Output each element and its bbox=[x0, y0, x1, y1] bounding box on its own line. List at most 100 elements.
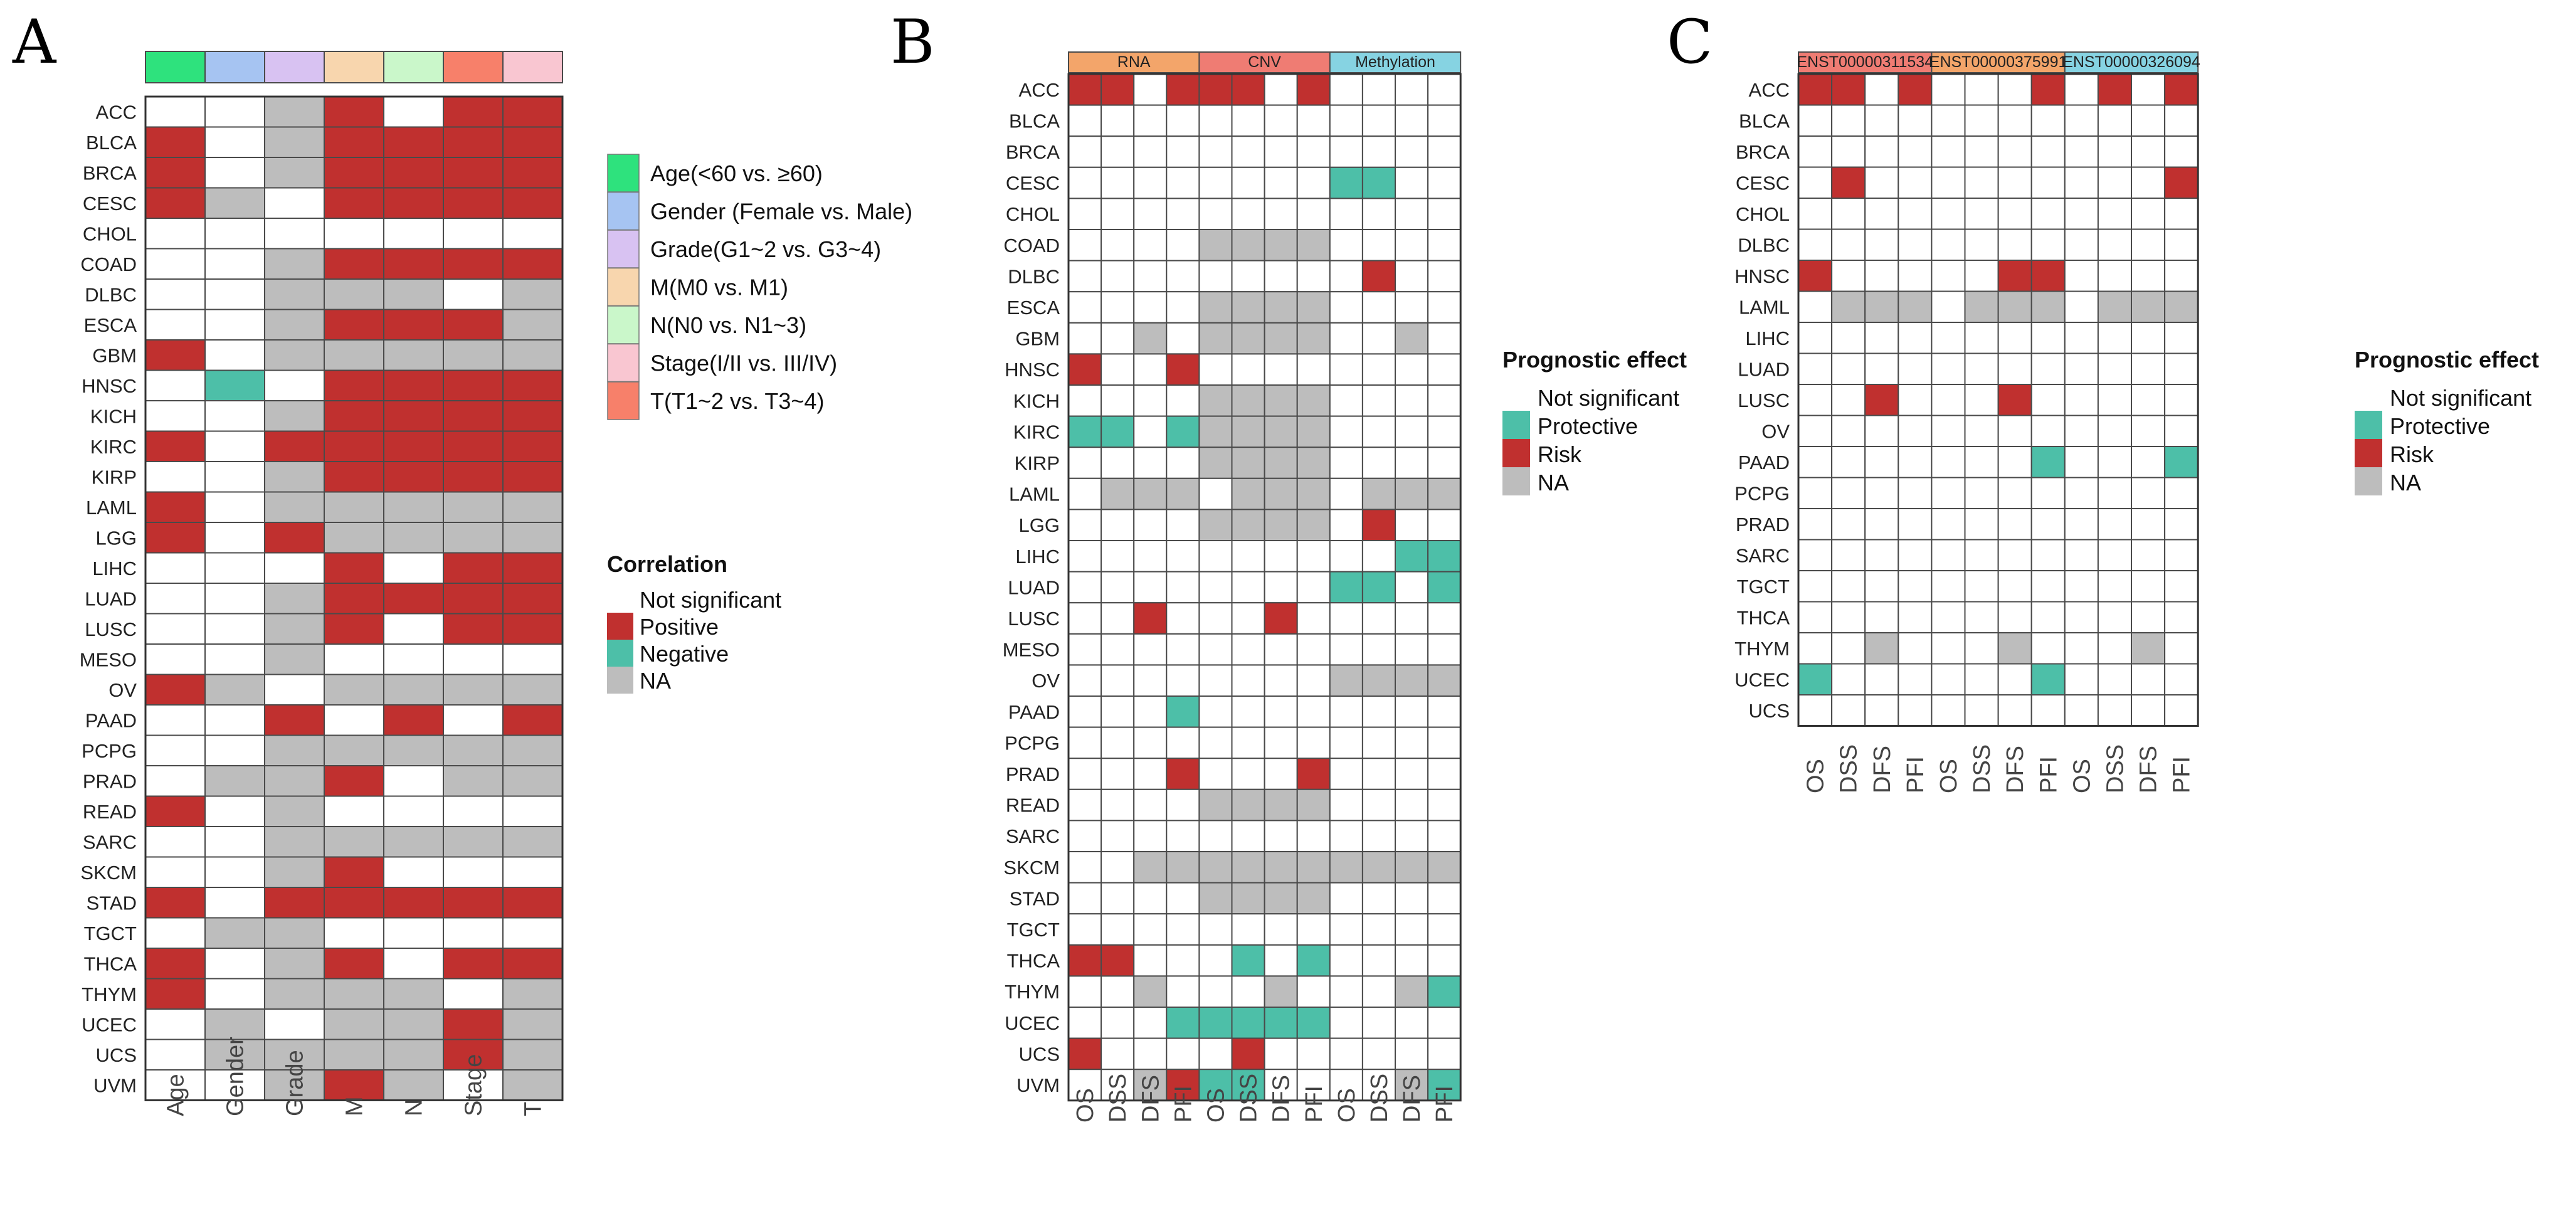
heatmap-cell bbox=[1231, 540, 1265, 573]
heatmap-cell bbox=[502, 126, 563, 158]
heatmap-cell bbox=[1361, 291, 1396, 324]
heatmap-cell bbox=[1133, 166, 1168, 199]
heatmap-cell bbox=[1101, 1007, 1135, 1039]
heatmap-cell bbox=[145, 1008, 206, 1040]
correlation-legend-swatch bbox=[607, 640, 633, 667]
row-label: LIHC bbox=[1015, 546, 1060, 568]
heatmap-cell bbox=[1329, 353, 1363, 386]
heatmap-cell bbox=[1898, 601, 1933, 633]
heatmap-cell bbox=[1166, 415, 1200, 448]
heatmap-cell bbox=[1361, 571, 1396, 604]
heatmap-cell bbox=[145, 948, 206, 980]
heatmap-cell bbox=[1831, 663, 1866, 695]
heatmap-cell bbox=[1101, 944, 1135, 977]
heatmap-cell bbox=[1264, 882, 1298, 915]
heatmap-cell bbox=[2030, 290, 2066, 323]
prognostic-legend-label: Protective bbox=[1538, 413, 1638, 439]
heatmap-cell bbox=[502, 339, 563, 371]
heatmap-cell bbox=[2164, 352, 2199, 385]
heatmap-cell bbox=[443, 734, 504, 766]
heatmap-cell bbox=[383, 400, 444, 432]
heatmap-cell bbox=[1198, 415, 1233, 448]
heatmap-cell bbox=[1361, 975, 1396, 1008]
heatmap-cell bbox=[1296, 322, 1331, 355]
heatmap-cell bbox=[2030, 570, 2066, 603]
heatmap-cell bbox=[1231, 415, 1265, 448]
heatmap-cell bbox=[204, 674, 265, 706]
column-group-label: CNV bbox=[1248, 53, 1281, 71]
heatmap-cell bbox=[502, 1039, 563, 1071]
heatmap-cell bbox=[2064, 73, 2099, 106]
heatmap-cell bbox=[1101, 135, 1135, 168]
row-label: CHOL bbox=[1006, 203, 1060, 225]
row-label: LUAD bbox=[85, 588, 137, 610]
heatmap-cell bbox=[1068, 1037, 1102, 1071]
heatmap-cell bbox=[145, 917, 206, 949]
heatmap-cell bbox=[1296, 726, 1331, 759]
heatmap-cell bbox=[1264, 260, 1298, 293]
heatmap-cell bbox=[1231, 602, 1265, 635]
heatmap-cell bbox=[1361, 384, 1396, 417]
heatmap-cell bbox=[204, 826, 265, 858]
heatmap-cell bbox=[145, 187, 206, 219]
heatmap-cell bbox=[1264, 166, 1298, 199]
heatmap-cell bbox=[1427, 415, 1462, 448]
heatmap-cell bbox=[2131, 260, 2166, 292]
heatmap-cell bbox=[1198, 447, 1233, 479]
heatmap-cell bbox=[1864, 508, 1899, 541]
annotation-legend-swatch bbox=[607, 230, 640, 268]
heatmap-cell bbox=[264, 491, 325, 523]
column-label: DFS bbox=[2002, 746, 2029, 793]
heatmap-cell bbox=[1395, 882, 1429, 915]
heatmap-cell bbox=[1133, 104, 1168, 137]
row-label: GBM bbox=[1015, 328, 1060, 350]
heatmap-cell bbox=[1395, 73, 1429, 106]
heatmap-cell bbox=[1395, 104, 1429, 137]
heatmap-cell bbox=[383, 309, 444, 341]
heatmap-cell bbox=[1133, 509, 1168, 542]
heatmap-cell bbox=[1198, 758, 1233, 790]
heatmap-cell bbox=[2030, 322, 2066, 354]
heatmap-cell bbox=[383, 339, 444, 371]
heatmap-cell bbox=[2164, 477, 2199, 509]
column-group-header bbox=[1068, 51, 1200, 73]
heatmap-cell bbox=[1898, 477, 1933, 509]
heatmap-cell bbox=[1296, 975, 1331, 1008]
heatmap-cell bbox=[1931, 663, 1966, 695]
heatmap-cell bbox=[1329, 633, 1363, 666]
heatmap-cell bbox=[1361, 415, 1396, 448]
heatmap-cell bbox=[1831, 539, 1866, 571]
annotation-legend-label: M(M0 vs. M1) bbox=[650, 275, 788, 300]
heatmap-cell bbox=[264, 1008, 325, 1040]
heatmap-cell bbox=[1395, 695, 1429, 728]
heatmap-cell bbox=[1427, 104, 1462, 137]
heatmap-cell bbox=[2164, 228, 2199, 261]
heatmap-cell bbox=[1798, 539, 1833, 571]
heatmap-cell bbox=[383, 126, 444, 158]
row-label: KIRP bbox=[92, 466, 137, 488]
heatmap-cell bbox=[1997, 570, 2032, 603]
prognostic-legend-label: Not significant bbox=[1538, 385, 1679, 411]
heatmap-cell bbox=[1101, 540, 1135, 573]
heatmap-cell bbox=[1101, 384, 1135, 417]
row-label: LUSC bbox=[1738, 389, 1790, 411]
heatmap-cell bbox=[1931, 73, 1966, 106]
heatmap-cell bbox=[1068, 73, 1102, 106]
heatmap-cell bbox=[1964, 228, 1999, 261]
heatmap-cell bbox=[204, 613, 265, 645]
heatmap-cell bbox=[1068, 602, 1102, 635]
heatmap-cell bbox=[1329, 384, 1363, 417]
heatmap-cell bbox=[443, 157, 504, 189]
heatmap-cell bbox=[1231, 509, 1265, 542]
heatmap-cell bbox=[1133, 602, 1168, 635]
column-label: DFS bbox=[1138, 1075, 1164, 1123]
heatmap-cell bbox=[2164, 73, 2199, 106]
heatmap-cell bbox=[1898, 260, 1933, 292]
heatmap-cell bbox=[1964, 290, 1999, 323]
row-label: CESC bbox=[1006, 172, 1060, 194]
heatmap-cell bbox=[1231, 73, 1265, 106]
heatmap-cell bbox=[443, 491, 504, 523]
heatmap-cell bbox=[324, 674, 384, 706]
heatmap-cell bbox=[1264, 447, 1298, 479]
column-label: PFI bbox=[1432, 1086, 1458, 1123]
